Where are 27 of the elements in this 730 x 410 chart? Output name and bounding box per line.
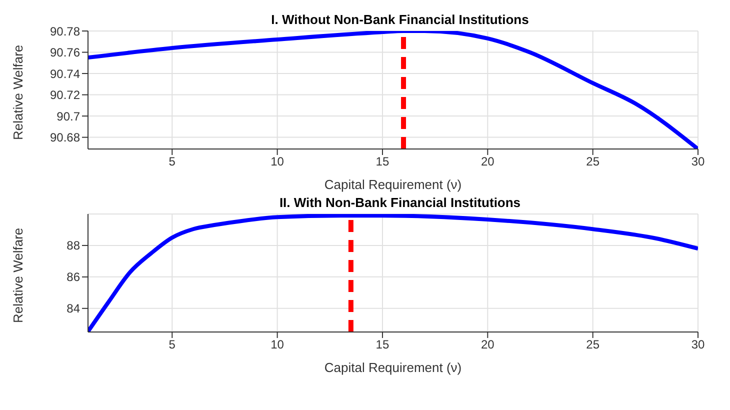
- y-tick-label: 90.76: [50, 46, 80, 60]
- y-tick-label: 90.7: [56, 109, 80, 124]
- x-tick-label: 5: [168, 338, 176, 352]
- y-tick-label: 90.78: [50, 24, 80, 38]
- x-tick-label: 20: [480, 338, 495, 352]
- x-tick-label: 15: [376, 338, 390, 352]
- x-tick-label: 10: [270, 338, 284, 352]
- y-axis-title: Relative Welfare: [10, 228, 26, 323]
- x-tick-label: 30: [691, 154, 705, 169]
- y-tick-label: 84: [66, 302, 80, 316]
- y-tick-label: 90.68: [50, 130, 80, 145]
- y-axis-title: Relative Welfare: [10, 44, 26, 140]
- y-tick-label: 90.72: [50, 88, 80, 102]
- chart-title: I. Without Non-Bank Financial Institutions: [271, 12, 529, 27]
- y-tick-label: 90.74: [50, 66, 80, 81]
- y-tick-label: 86: [66, 270, 80, 284]
- x-tick-label: 10: [270, 154, 284, 169]
- x-tick-label: 30: [691, 338, 705, 352]
- x-tick-label: 15: [376, 154, 390, 169]
- x-tick-label: 20: [480, 154, 495, 169]
- x-axis-title: Capital Requirement (ν): [324, 177, 462, 192]
- chart-title: II. With Non-Bank Financial Institutions: [278, 195, 522, 210]
- y-tick-label: 88: [66, 238, 80, 253]
- x-tick-label: 25: [586, 154, 600, 169]
- x-axis-title: Capital Requirement (ν): [324, 360, 462, 375]
- x-tick-label: 25: [586, 338, 600, 352]
- x-tick-label: 5: [168, 154, 176, 169]
